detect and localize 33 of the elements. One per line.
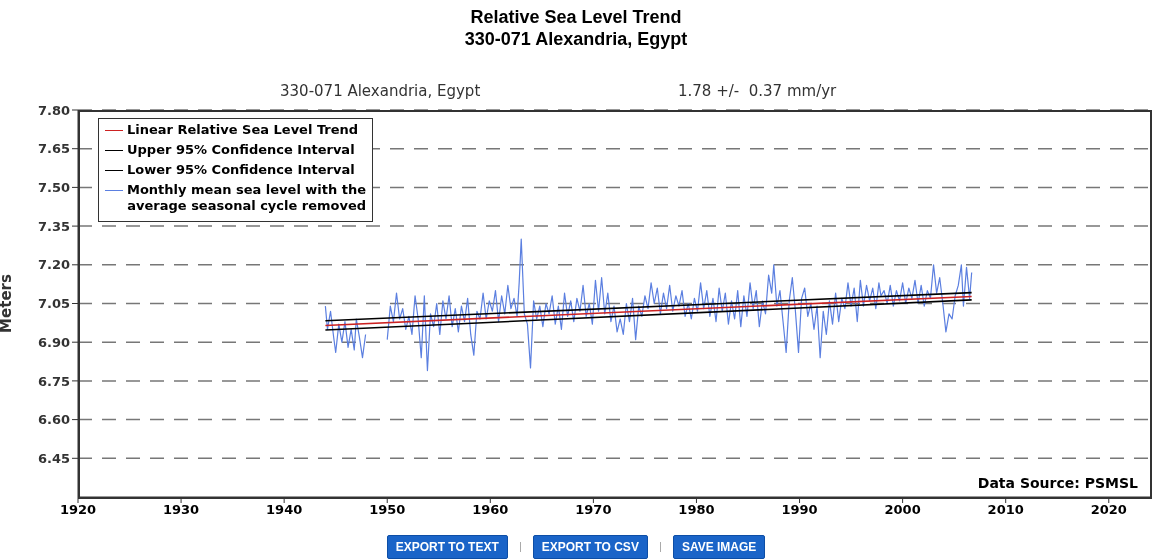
text: SAVE IMAGE — [672, 535, 766, 559]
y-tick-label: 7.65 — [37, 141, 70, 157]
legend-label: Upper 95% Confidence Interval — [127, 142, 355, 158]
x-tick-label: 1990 — [781, 502, 818, 518]
y-tick-label: 7.50 — [37, 180, 70, 196]
x-tick-label: 1940 — [266, 502, 303, 518]
text: EXPORT TO CSV — [532, 535, 648, 559]
x-tick-label: 1920 — [59, 502, 97, 518]
annotation: Data Source: PSMSL — [977, 475, 1138, 491]
chart-subtitle: 330-071 Alexandria, Egypt — [280, 82, 481, 100]
y-tick-label: 6.45 — [37, 450, 70, 466]
y-axis-title: Meters — [0, 274, 16, 333]
x-tick-label: 1930 — [162, 502, 200, 518]
y-tick-label: 6.75 — [37, 373, 70, 389]
text: EXPORT TO TEXT — [386, 535, 508, 559]
x-tick-label: 2010 — [987, 502, 1024, 518]
x-tick-label: 1960 — [472, 502, 509, 518]
x-tick-label: 1980 — [678, 502, 715, 518]
x-tick-label: 1970 — [575, 502, 612, 518]
y-tick-label: 6.90 — [37, 334, 70, 350]
y-tick-label: 7.35 — [37, 218, 70, 234]
legend-label: Lower 95% Confidence Interval — [127, 162, 355, 178]
legend-label: Monthly mean sea level with the average seasonal cycle removed — [127, 182, 367, 214]
x-tick-label: 1950 — [369, 502, 406, 518]
legend-label: Linear Relative Sea Level Trend — [127, 122, 359, 138]
chart-title: Relative Sea Level Trend 330-071 Alexandria, Egypt — [463, 6, 689, 50]
y-tick-label: 7.20 — [37, 257, 70, 273]
text: 1.78 +/- 0.37 mm/yr — [678, 82, 837, 100]
y-tick-label: 6.60 — [37, 412, 70, 428]
y-tick-label: 7.80 — [37, 102, 70, 118]
y-tick-label: 7.05 — [37, 296, 70, 312]
x-tick-label: 2020 — [1090, 502, 1127, 518]
x-tick-label: 2000 — [884, 502, 921, 518]
